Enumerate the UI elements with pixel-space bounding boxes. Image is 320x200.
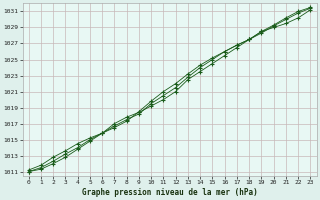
X-axis label: Graphe pression niveau de la mer (hPa): Graphe pression niveau de la mer (hPa) bbox=[82, 188, 258, 197]
